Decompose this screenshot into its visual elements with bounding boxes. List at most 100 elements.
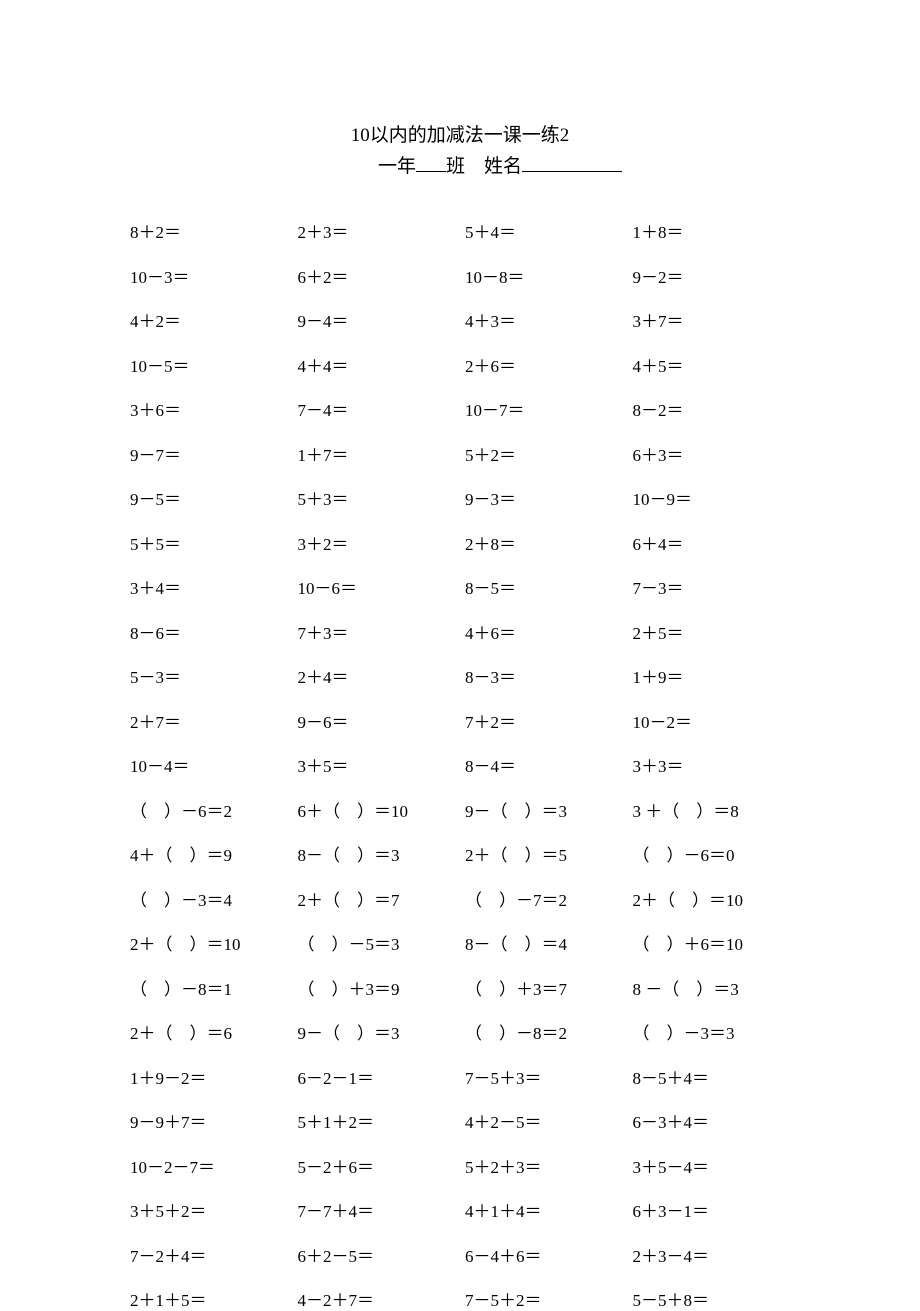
- problem-cell: 6－4＋6＝: [465, 1242, 623, 1267]
- problem-cell: 3＋2＝: [298, 530, 456, 555]
- problem-cell: 7－7＋4＝: [298, 1197, 456, 1222]
- problem-cell: 3＋6＝: [130, 396, 288, 421]
- problem-cell: 9－6＝: [298, 708, 456, 733]
- problem-cell: 1＋8＝: [633, 218, 791, 243]
- problem-cell: 10－4＝: [130, 752, 288, 777]
- problem-grid: 8＋2＝2＋3＝5＋4＝1＋8＝10－3＝6＋2＝10－8＝9－2＝4＋2＝9－…: [130, 218, 790, 1311]
- problem-cell: 8＋2＝: [130, 218, 288, 243]
- problem-cell: （ ）＋6＝10: [633, 930, 791, 955]
- problem-cell: 5＋2＝: [465, 441, 623, 466]
- problem-cell: 3＋5＝: [298, 752, 456, 777]
- problem-cell: 7－5＋2＝: [465, 1286, 623, 1311]
- problem-cell: 2＋4＝: [298, 663, 456, 688]
- problem-cell: （ ）－6＝0: [633, 841, 791, 866]
- problem-cell: 6－2－1＝: [298, 1064, 456, 1089]
- problem-cell: 2＋5＝: [633, 619, 791, 644]
- problem-cell: 6＋2＝: [298, 263, 456, 288]
- problem-cell: 10－7＝: [465, 396, 623, 421]
- problem-cell: 10－9＝: [633, 485, 791, 510]
- problem-cell: 2＋8＝: [465, 530, 623, 555]
- problem-cell: 6＋（ ）＝10: [298, 797, 456, 822]
- problem-cell: 2＋3＝: [298, 218, 456, 243]
- name-label: 姓名: [484, 156, 522, 177]
- problem-cell: 4＋（ ）＝9: [130, 841, 288, 866]
- problem-cell: 3＋3＝: [633, 752, 791, 777]
- problem-cell: 9－3＝: [465, 485, 623, 510]
- problem-cell: 7＋2＝: [465, 708, 623, 733]
- problem-cell: 5－5＋8＝: [633, 1286, 791, 1311]
- problem-cell: 9－9＋7＝: [130, 1108, 288, 1133]
- problem-cell: 4＋2－5＝: [465, 1108, 623, 1133]
- problem-cell: 1＋7＝: [298, 441, 456, 466]
- problem-cell: 5＋2＋3＝: [465, 1153, 623, 1178]
- problem-cell: 8－5＋4＝: [633, 1064, 791, 1089]
- problem-cell: 2＋（ ）＝5: [465, 841, 623, 866]
- problem-cell: 2＋6＝: [465, 352, 623, 377]
- problem-cell: 10－6＝: [298, 574, 456, 599]
- problem-cell: （ ）＋3＝9: [298, 975, 456, 1000]
- problem-cell: 6＋4＝: [633, 530, 791, 555]
- problem-cell: 7－2＋4＝: [130, 1242, 288, 1267]
- problem-cell: 10－2＝: [633, 708, 791, 733]
- problem-cell: 2＋（ ）＝7: [298, 886, 456, 911]
- problem-cell: 4＋2＝: [130, 307, 288, 332]
- problem-cell: 2＋1＋5＝: [130, 1286, 288, 1311]
- worksheet-title: 10以内的加减法一课一练2: [130, 120, 790, 147]
- problem-cell: 8 －（ ）＝3: [633, 975, 791, 1000]
- problem-cell: 3＋5＋2＝: [130, 1197, 288, 1222]
- problem-cell: （ ）－8＝1: [130, 975, 288, 1000]
- worksheet-subtitle: 一年 班 姓名: [130, 151, 790, 178]
- problem-cell: 8－4＝: [465, 752, 623, 777]
- problem-cell: 7＋3＝: [298, 619, 456, 644]
- problem-cell: 3＋4＝: [130, 574, 288, 599]
- problem-cell: 9－2＝: [633, 263, 791, 288]
- problem-cell: （ ）－8＝2: [465, 1019, 623, 1044]
- problem-cell: 5－3＝: [130, 663, 288, 688]
- grade-prefix: 一年: [378, 156, 416, 177]
- class-blank[interactable]: [416, 154, 446, 172]
- problem-cell: 5＋3＝: [298, 485, 456, 510]
- problem-cell: 6＋3＝: [633, 441, 791, 466]
- problem-cell: 2＋（ ）＝10: [130, 930, 288, 955]
- problem-cell: 3＋5－4＝: [633, 1153, 791, 1178]
- problem-cell: 9－5＝: [130, 485, 288, 510]
- problem-cell: 8－3＝: [465, 663, 623, 688]
- name-blank[interactable]: [522, 154, 622, 172]
- problem-cell: 9－（ ）＝3: [298, 1019, 456, 1044]
- problem-cell: 9－（ ）＝3: [465, 797, 623, 822]
- problem-cell: 8－（ ）＝4: [465, 930, 623, 955]
- problem-cell: 1＋9＝: [633, 663, 791, 688]
- problem-cell: 8－5＝: [465, 574, 623, 599]
- problem-cell: （ ）－7＝2: [465, 886, 623, 911]
- problem-cell: 4＋3＝: [465, 307, 623, 332]
- problem-cell: 6＋2－5＝: [298, 1242, 456, 1267]
- problem-cell: 3＋7＝: [633, 307, 791, 332]
- problem-cell: 8－（ ）＝3: [298, 841, 456, 866]
- problem-cell: 2＋3－4＝: [633, 1242, 791, 1267]
- problem-cell: 6＋3－1＝: [633, 1197, 791, 1222]
- problem-cell: 5＋4＝: [465, 218, 623, 243]
- problem-cell: 9－4＝: [298, 307, 456, 332]
- problem-cell: 10－8＝: [465, 263, 623, 288]
- problem-cell: 4＋4＝: [298, 352, 456, 377]
- problem-cell: 7－4＝: [298, 396, 456, 421]
- problem-cell: 4＋6＝: [465, 619, 623, 644]
- problem-cell: 2＋7＝: [130, 708, 288, 733]
- problem-cell: （ ）＋3＝7: [465, 975, 623, 1000]
- problem-cell: 7－5＋3＝: [465, 1064, 623, 1089]
- problem-cell: 6－3＋4＝: [633, 1108, 791, 1133]
- problem-cell: （ ）－3＝4: [130, 886, 288, 911]
- problem-cell: 7－3＝: [633, 574, 791, 599]
- problem-cell: 8－6＝: [130, 619, 288, 644]
- problem-cell: 4＋1＋4＝: [465, 1197, 623, 1222]
- grade-suffix: 班: [446, 156, 465, 177]
- problem-cell: 9－7＝: [130, 441, 288, 466]
- problem-cell: （ ）－5＝3: [298, 930, 456, 955]
- problem-cell: 8－2＝: [633, 396, 791, 421]
- problem-cell: 2＋（ ）＝6: [130, 1019, 288, 1044]
- problem-cell: 4＋5＝: [633, 352, 791, 377]
- problem-cell: （ ）－3＝3: [633, 1019, 791, 1044]
- problem-cell: 2＋（ ）＝10: [633, 886, 791, 911]
- problem-cell: 3 ＋（ ）＝8: [633, 797, 791, 822]
- worksheet-header: 10以内的加减法一课一练2 一年 班 姓名: [130, 120, 790, 178]
